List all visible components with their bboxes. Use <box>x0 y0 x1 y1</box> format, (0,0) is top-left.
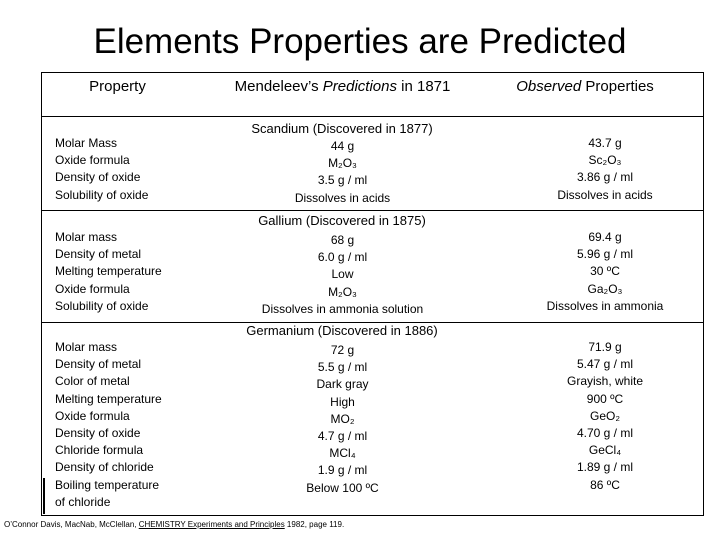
cell-value: Boiling temperature <box>55 477 160 492</box>
observed-list-gallium: 69.4 g 5.96 g / ml 30 ºC Ga₂O₃ Dissolves in … <box>505 229 705 315</box>
cell-value: 5.47 g / ml <box>576 357 634 372</box>
cell-value: 4.70 g / ml <box>576 426 634 441</box>
cell-value: 44 g <box>330 139 355 153</box>
predicted-list-germanium: 72 g 5.5 g / ml Dark gray High MO₂ 4.7 g / ml… <box>215 342 470 497</box>
section-title-scandium: Scandium (Discovered in 1877) <box>251 121 433 136</box>
section-title-gallium: Gallium (Discovered in 1875) <box>258 213 426 228</box>
header-text: in 1871 <box>396 78 451 95</box>
citation-book-title: CHEMISTRY Experiments and Principles <box>138 520 285 529</box>
cell-value: Melting temperature <box>55 391 162 406</box>
header-observed: Observed Properties <box>495 78 675 95</box>
cell-value: Ga₂O₃ <box>587 281 623 296</box>
cell-value: Grayish, white <box>566 374 644 389</box>
section-title-germanium: Germanium (Discovered in 1886) <box>246 323 438 338</box>
citation-text: 1982, page 119. <box>284 520 345 529</box>
header-text: Properties <box>581 78 654 95</box>
cell-value: M₂O₃ <box>328 156 357 171</box>
cell-value: 69.4 g <box>588 230 622 244</box>
cell-value: 5.96 g / ml <box>576 247 634 262</box>
property-list-germanium: Molar mass Density of metal Color of metal… <box>55 339 205 511</box>
observed-list-germanium: 71.9 g 5.47 g / ml Grayish, white 900 ºC GeO… <box>505 339 705 494</box>
cell-value: 1.9 g / ml <box>317 463 368 478</box>
cell-value: 1.89 g / ml <box>576 460 634 475</box>
slide-title: Elements Properties are Predicted <box>93 22 627 61</box>
cell-value: 3.5 g / ml <box>317 173 368 188</box>
cell-value: 43.7 g <box>588 136 622 150</box>
cell-value: 72 g <box>330 343 355 357</box>
citation-text: O’Connor Davis, MacNab, McClellan, <box>4 520 139 529</box>
cell-value: MO₂ <box>330 411 355 426</box>
cell-value: Low <box>331 267 354 282</box>
cell-value: Dissolves in ammonia <box>546 298 664 313</box>
cell-value: Below 100 ºC <box>306 480 379 495</box>
header-text: Mendeleev’s <box>234 78 323 95</box>
divider <box>43 478 45 514</box>
divider <box>41 210 704 211</box>
cell-value: Dark gray <box>316 377 369 392</box>
cell-value: Density of metal <box>55 247 142 262</box>
cell-value: Molar Mass <box>55 136 118 150</box>
cell-value: GeO₂ <box>590 408 620 423</box>
header-predictions: Mendeleev’s Predictions in 1871 <box>205 78 480 95</box>
cell-value: MCl₄ <box>329 446 356 461</box>
cell-value: Melting temperature <box>55 264 162 279</box>
cell-value: High <box>330 394 355 409</box>
cell-value: 68 g <box>330 233 355 247</box>
divider <box>41 322 704 323</box>
cell-value: 3.86 g / ml <box>576 170 634 185</box>
cell-value: 6.0 g / ml <box>317 250 368 265</box>
cell-value: of chloride <box>55 494 111 509</box>
predicted-list-gallium: 68 g 6.0 g / ml Low M₂O₃ Dissolves in ammoni… <box>215 232 470 318</box>
divider <box>41 116 704 117</box>
cell-value: Chloride formula <box>55 443 144 458</box>
observed-list-scandium: 43.7 g Sc₂O₃ 3.86 g / ml Dissolves in acids <box>505 135 705 204</box>
properties-table <box>41 72 704 516</box>
cell-value: Dissolves in acids <box>294 190 391 205</box>
predicted-list-scandium: 44 g M₂O₃ 3.5 g / ml Dissolves in acids <box>215 138 470 207</box>
cell-value: Molar mass <box>55 340 118 354</box>
cell-value: Dissolves in acids <box>557 187 653 202</box>
cell-value: 900 ºC <box>586 391 624 406</box>
cell-value: 86 ºC <box>590 477 620 492</box>
header-text-italic: Observed <box>516 78 582 95</box>
cell-value: Density of metal <box>55 357 142 372</box>
citation: O’Connor Davis, MacNab, McClellan, CHEMI… <box>4 520 344 529</box>
cell-value: Density of oxide <box>55 426 141 441</box>
header-text-italic: Predictions <box>322 78 397 95</box>
cell-value: Sc₂O₃ <box>588 153 622 168</box>
cell-value: Density of oxide <box>55 170 141 185</box>
cell-value: 71.9 g <box>588 340 622 354</box>
cell-value: Dissolves in ammonia solution <box>261 301 424 316</box>
cell-value: M₂O₃ <box>328 284 357 299</box>
cell-value: Color of metal <box>55 374 130 389</box>
cell-value: 30 ºC <box>590 264 620 279</box>
cell-value: Solubility of oxide <box>55 298 149 313</box>
property-list-scandium: Molar Mass Oxide formula Density of oxide S… <box>55 135 205 204</box>
cell-value: Oxide formula <box>55 408 130 423</box>
cell-value: GeCl₄ <box>588 443 622 458</box>
cell-value: Oxide formula <box>55 153 130 168</box>
cell-value: Solubility of oxide <box>55 187 149 202</box>
cell-value: Density of chloride <box>55 460 154 475</box>
cell-value: Molar mass <box>55 230 118 244</box>
cell-value: 5.5 g / ml <box>317 360 368 375</box>
cell-value: 4.7 g / ml <box>317 429 368 444</box>
cell-value: Oxide formula <box>55 281 130 296</box>
header-property: Property <box>89 78 146 95</box>
property-list-gallium: Molar mass Density of metal Melting temper… <box>55 229 205 315</box>
